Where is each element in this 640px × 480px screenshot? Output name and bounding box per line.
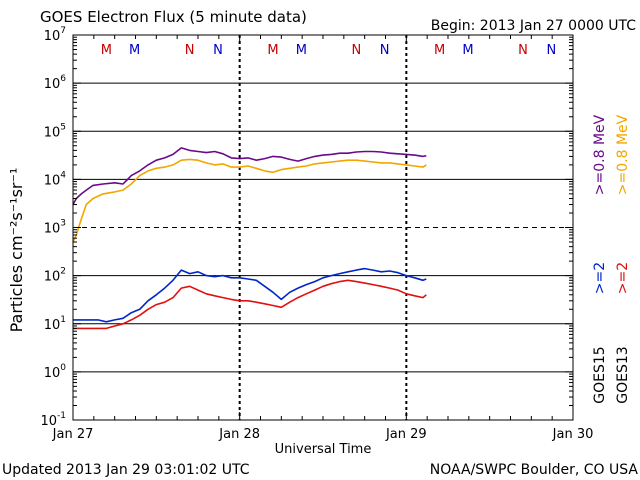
legend-entry: >=2 bbox=[592, 262, 608, 294]
x-tick-label: Jan 30 bbox=[552, 427, 594, 442]
marker-N: N bbox=[213, 43, 223, 58]
y-tick-label-1e5: 105 bbox=[44, 122, 66, 140]
series-lines bbox=[72, 147, 427, 330]
series-line-2 bbox=[73, 267, 427, 323]
marker-M: M bbox=[434, 43, 445, 58]
y-tick-label-1e7: 107 bbox=[44, 26, 66, 44]
x-axis-label: Universal Time bbox=[275, 442, 372, 457]
x-tick-label: Jan 27 bbox=[52, 427, 94, 442]
marker-M: M bbox=[101, 43, 112, 58]
y-tick-label-1e2: 102 bbox=[44, 267, 66, 285]
marker-N: N bbox=[380, 43, 390, 58]
y-tick-label-1e4: 104 bbox=[44, 170, 67, 188]
marker-M: M bbox=[267, 43, 278, 58]
legend-entry: GOES13 bbox=[615, 346, 631, 403]
y-tick-label-1e3: 103 bbox=[44, 219, 66, 237]
marker-M: M bbox=[129, 43, 140, 58]
marker-M: M bbox=[462, 43, 473, 58]
x-tick-label: Jan 28 bbox=[218, 427, 260, 442]
chart-title: GOES Electron Flux (5 minute data) bbox=[40, 8, 307, 26]
series-line-3 bbox=[73, 279, 427, 330]
legend-entry: >=0.8 MeV bbox=[592, 114, 608, 195]
y-tick-label-1e6: 106 bbox=[44, 74, 67, 92]
legend-entry: >=2 bbox=[615, 262, 631, 294]
series-line-1 bbox=[72, 158, 427, 243]
y-tick-labels: 107 106 105 104 103 102 101 100 10-1 bbox=[40, 26, 66, 429]
day-boundary-lines bbox=[238, 35, 408, 420]
axis-ticks bbox=[72, 34, 574, 421]
marker-N: N bbox=[351, 43, 361, 58]
marker-N: N bbox=[518, 43, 528, 58]
begin-label: Begin: 2013 Jan 27 0000 UTC bbox=[431, 18, 636, 34]
x-tick-labels: Jan 27 Jan 28 Jan 29 Jan 30 bbox=[52, 427, 594, 442]
footer-updated: Updated 2013 Jan 29 03:01:02 UTC bbox=[2, 462, 250, 478]
y-tick-label-1e0: 100 bbox=[44, 363, 67, 381]
legend: >=0.8 MeV >=0.8 MeV >=2 >=2 GOES13 GOES15 bbox=[592, 114, 631, 403]
legend-entry: >=0.8 MeV bbox=[615, 114, 631, 195]
y-axis-label: Particles cm⁻²s⁻¹sr⁻¹ bbox=[7, 168, 26, 333]
series-line-0 bbox=[72, 147, 427, 205]
y-tick-label-1e1: 101 bbox=[44, 315, 66, 333]
marker-N: N bbox=[546, 43, 556, 58]
y-tick-label-1e-1: 10-1 bbox=[40, 411, 66, 429]
legend-entry: GOES15 bbox=[592, 346, 608, 403]
footer-credit: NOAA/SWPC Boulder, CO USA bbox=[430, 462, 639, 478]
grid-lines bbox=[73, 82, 573, 373]
marker-M: M bbox=[296, 43, 307, 58]
marker-N: N bbox=[185, 43, 195, 58]
x-tick-label: Jan 29 bbox=[385, 427, 427, 442]
